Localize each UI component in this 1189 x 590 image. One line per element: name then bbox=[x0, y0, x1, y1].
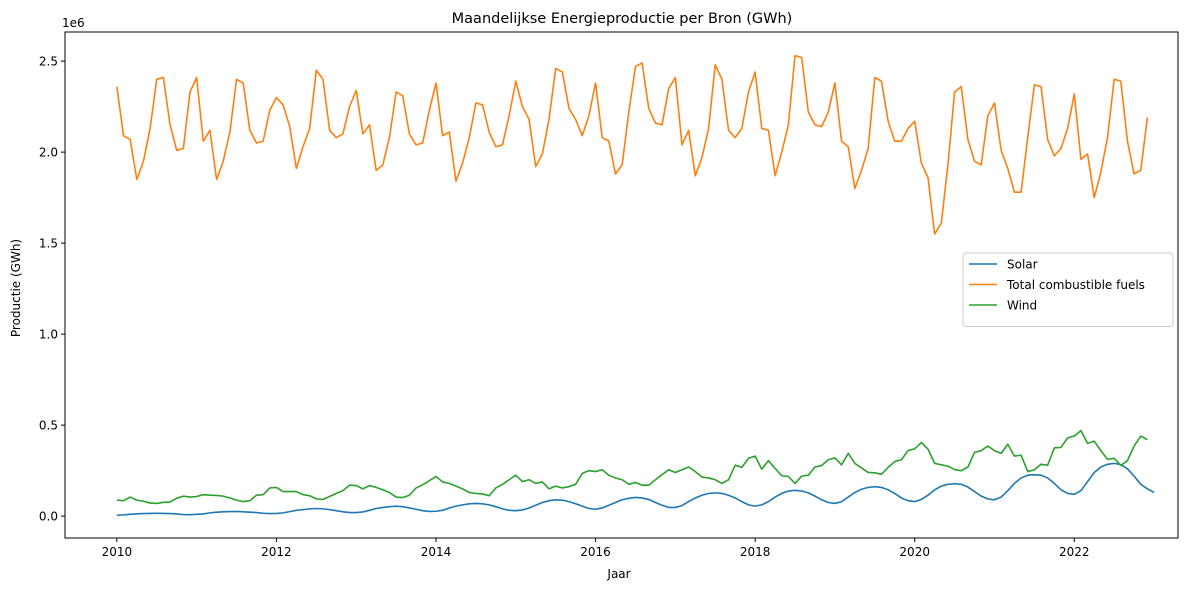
y-tick-label: 2.5 bbox=[39, 55, 58, 69]
x-tick-label: 2014 bbox=[421, 545, 452, 559]
axes-frame bbox=[64, 31, 1179, 539]
x-tick-label: 2016 bbox=[580, 545, 611, 559]
y-tick-label: 0.0 bbox=[39, 510, 58, 524]
series-line-wind bbox=[116, 429, 1148, 505]
y-tick-label: 2.0 bbox=[39, 146, 58, 160]
y-tick-label: 1.0 bbox=[39, 328, 58, 342]
x-axis-label: Jaar bbox=[606, 567, 630, 581]
series-line-total-combustible-fuels bbox=[116, 54, 1149, 235]
chart-title: Maandelijkse Energieproductie per Bron (… bbox=[452, 11, 793, 27]
legend-label-wind: Wind bbox=[1007, 299, 1037, 313]
y-tick-label: 0.5 bbox=[39, 419, 58, 433]
legend-label-total-combustible-fuels: Total combustible fuels bbox=[1006, 278, 1145, 292]
y-tick-label: 1.5 bbox=[39, 237, 58, 251]
x-tick-label: 2018 bbox=[740, 545, 771, 559]
legend-box bbox=[962, 252, 1174, 327]
legend-label-solar: Solar bbox=[1007, 258, 1038, 272]
legend: Solar Total combustible fuels Wind bbox=[962, 252, 1174, 327]
series-line-solar bbox=[116, 462, 1155, 517]
x-tick-label: 2020 bbox=[899, 545, 930, 559]
x-tick-label: 2012 bbox=[261, 545, 292, 559]
y-offset-label: 1e6 bbox=[62, 16, 85, 30]
x-tick-label: 2022 bbox=[1059, 545, 1090, 559]
plot-area: 2010 2012 2014 2016 2018 2020 2022 0.0 0.5 1.0 1.5… bbox=[39, 31, 1179, 559]
x-tick-label: 2010 bbox=[102, 545, 133, 559]
y-axis-label: Productie (GWh) bbox=[9, 239, 23, 337]
